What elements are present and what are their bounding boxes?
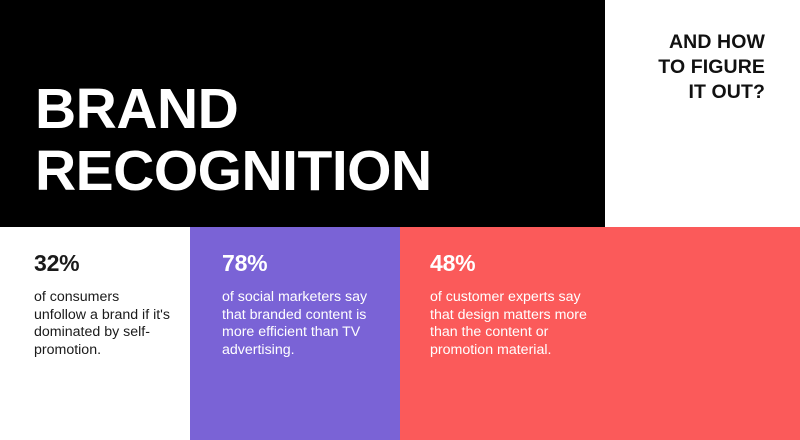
stat-value-1: 32% — [34, 250, 80, 276]
stats-strip: 32% of consumers unfollow a brand if it'… — [0, 227, 800, 440]
stat-card-1: 32% of consumers unfollow a brand if it'… — [0, 227, 190, 440]
stat-card-3: 48% of customer experts say that design … — [400, 227, 800, 440]
stat-card-3-content: 48% of customer experts say that design … — [430, 249, 595, 359]
stat-value-2: 78% — [222, 250, 268, 276]
stat-card-1-content: 32% of consumers unfollow a brand if it'… — [34, 249, 174, 359]
stat-card-2-content: 78% of social marketers say that branded… — [222, 249, 372, 359]
stat-description-1: of consumers unfollow a brand if it's do… — [34, 289, 170, 358]
stat-description-3: of customer experts say that design matt… — [430, 289, 587, 358]
header-band: BRAND RECOGNITION — [0, 0, 605, 227]
stat-description-2: of social marketers say that branded con… — [222, 289, 368, 358]
stat-card-2: 78% of social marketers say that branded… — [190, 227, 400, 440]
page-title: BRAND RECOGNITION — [35, 77, 432, 203]
header-subtitle-area: AND HOW TO FIGURE IT OUT? — [605, 0, 800, 227]
stat-value-3: 48% — [430, 250, 476, 276]
page-subtitle: AND HOW TO FIGURE IT OUT? — [658, 31, 765, 103]
